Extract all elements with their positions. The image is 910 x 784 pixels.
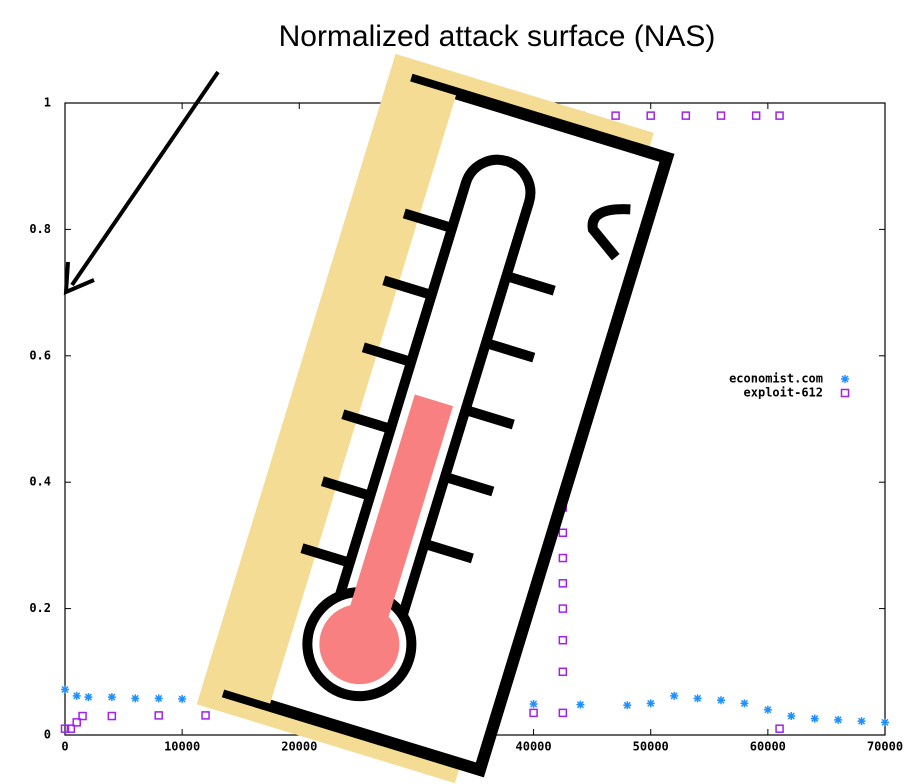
- x-tick-label: 60000: [750, 740, 786, 754]
- point: [576, 701, 584, 709]
- point: [670, 692, 678, 700]
- page: {"chart_data": {"type": "scatter", "anno…: [0, 0, 910, 784]
- x-tick-label: 50000: [633, 740, 669, 754]
- point: [740, 699, 748, 707]
- point: [108, 693, 116, 701]
- point: [834, 716, 842, 724]
- point: [764, 706, 772, 714]
- y-tick-label: 0.8: [29, 222, 51, 236]
- x-tick-label: 40000: [516, 740, 552, 754]
- point: [559, 709, 566, 716]
- point: [559, 580, 566, 587]
- point: [108, 713, 115, 720]
- point: [753, 112, 760, 119]
- chart: Normalized attack surface (NAS) 0 10000 20…: [0, 0, 910, 784]
- legend-marker: [841, 375, 849, 383]
- x-tick-label: 70000: [867, 740, 903, 754]
- y-tick-label: 0.2: [29, 601, 51, 615]
- x-tick-label: 10000: [164, 740, 200, 754]
- point: [647, 112, 654, 119]
- arrow: [72, 72, 218, 285]
- x-tick-label: 20000: [281, 740, 317, 754]
- y-tick-label: 1: [44, 96, 51, 110]
- legend-marker: [842, 390, 849, 397]
- point: [776, 725, 783, 732]
- point: [623, 701, 631, 709]
- point: [559, 668, 566, 675]
- point: [718, 112, 725, 119]
- legend-label: economist.com: [729, 372, 823, 386]
- point: [811, 715, 819, 723]
- y-tick-label: 0.6: [29, 348, 51, 362]
- point: [61, 685, 69, 693]
- point: [84, 693, 92, 701]
- y-tick-label: 0: [44, 728, 51, 742]
- point: [530, 700, 538, 708]
- point: [73, 692, 81, 700]
- legend-label: exploit-612: [744, 386, 823, 400]
- point: [131, 694, 139, 702]
- point: [881, 718, 889, 726]
- point: [530, 709, 537, 716]
- point: [694, 694, 702, 702]
- x-tick-label: 0: [61, 740, 68, 754]
- annotation: Normalized attack surface (NAS): [279, 20, 716, 53]
- point: [787, 712, 795, 720]
- point: [155, 694, 163, 702]
- point: [559, 605, 566, 612]
- thermometer-clipart: [197, 54, 673, 784]
- point: [776, 112, 783, 119]
- arrow-head: [66, 262, 94, 292]
- point: [155, 712, 162, 719]
- point: [858, 717, 866, 725]
- point: [559, 555, 566, 562]
- point: [559, 637, 566, 644]
- point: [647, 699, 655, 707]
- point: [717, 696, 725, 704]
- point: [202, 712, 209, 719]
- point: [559, 529, 566, 536]
- point: [178, 695, 186, 703]
- point: [682, 112, 689, 119]
- y-tick-label: 0.4: [29, 475, 51, 489]
- point: [612, 112, 619, 119]
